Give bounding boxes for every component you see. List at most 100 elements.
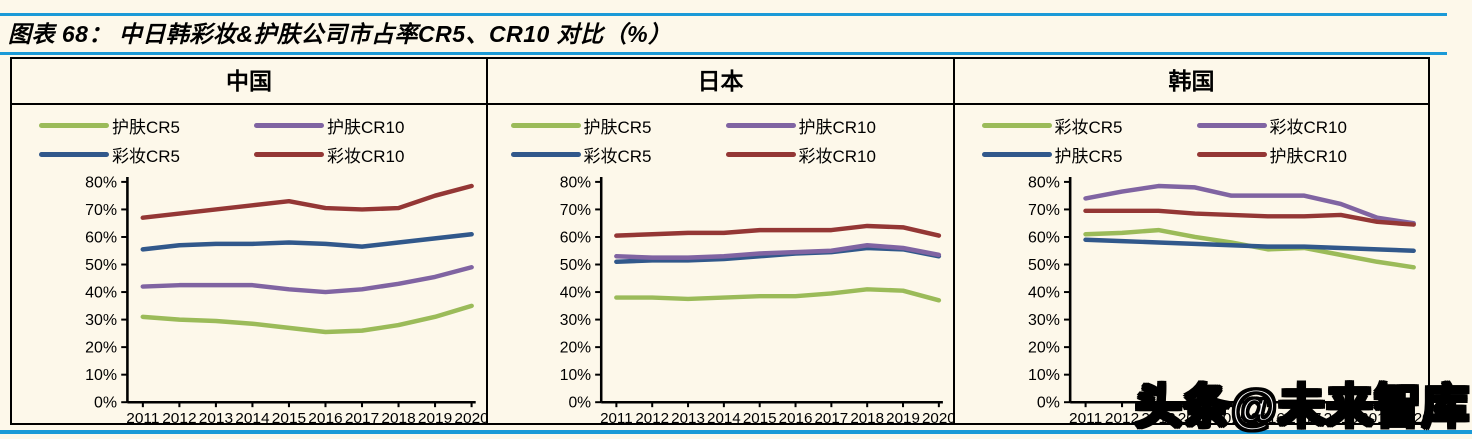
x-tick-label: 2015 bbox=[743, 410, 777, 427]
x-tick-label: 2013 bbox=[199, 410, 233, 427]
x-tick-label: 2015 bbox=[1214, 410, 1248, 427]
x-tick-label: 2017 bbox=[1287, 410, 1321, 427]
y-tick-label: 0% bbox=[1037, 395, 1060, 412]
line-chart: 0%10%20%30%40%50%60%70%80%2011 2012 2013 20… bbox=[560, 174, 953, 427]
legend-label: 护肤CR5 bbox=[112, 118, 181, 137]
legend-label: 护肤CR5 bbox=[1054, 147, 1123, 166]
legend-item-1-1: 护肤CR10 bbox=[725, 113, 931, 138]
legend-swatch-icon bbox=[981, 152, 1052, 157]
y-tick-label: 70% bbox=[560, 202, 592, 219]
legend-swatch-icon bbox=[510, 123, 581, 128]
series-line-1-1 bbox=[614, 243, 942, 260]
x-tick-label: 2020 bbox=[922, 410, 953, 427]
series-line-0-3 bbox=[140, 183, 474, 220]
series-line-2-2 bbox=[1083, 237, 1416, 253]
y-tick-label: 80% bbox=[85, 175, 117, 192]
legend-label: 彩妆CR5 bbox=[112, 147, 181, 166]
panel-title: 日本 bbox=[488, 59, 953, 105]
panel-title: 中国 bbox=[12, 59, 486, 105]
legend-swatch-icon bbox=[39, 152, 109, 157]
y-tick-label: 10% bbox=[1028, 367, 1060, 384]
legend-label: 护肤CR10 bbox=[327, 118, 405, 137]
x-tick-label: 2014 bbox=[235, 410, 269, 427]
x-tick-label: 2015 bbox=[272, 410, 306, 427]
legend-label: 彩妆CR10 bbox=[327, 147, 405, 166]
legend-item-2-3: 护肤CR10 bbox=[1196, 142, 1402, 167]
legend-swatch-icon bbox=[254, 152, 324, 157]
legend-item-2-1: 彩妆CR10 bbox=[1196, 113, 1402, 138]
x-tick-label: 2019 bbox=[886, 410, 920, 427]
legend-label: 护肤CR10 bbox=[1269, 147, 1347, 166]
y-tick-label: 0% bbox=[94, 395, 117, 412]
charts-table: 中国 护肤CR5 护肤CR10 彩妆CR5 彩妆CR10 0% 10% 20% 30% 40%… bbox=[10, 57, 1430, 427]
series-line-0-0 bbox=[140, 303, 474, 335]
figure-title: 图表 68： 中日韩彩妆&护肤公司市占率CR5、CR10 对比（%） bbox=[8, 21, 672, 47]
legend-item-1-3: 彩妆CR10 bbox=[725, 142, 931, 167]
x-tick-label: 2018 bbox=[1324, 410, 1358, 427]
y-tick-label: 40% bbox=[1028, 285, 1060, 302]
chart-legend: 护肤CR5 护肤CR10 彩妆CR5 彩妆CR10 bbox=[488, 105, 953, 167]
y-tick-label: 50% bbox=[1028, 257, 1060, 274]
legend-swatch-icon bbox=[1196, 123, 1267, 128]
x-tick-label: 2019 bbox=[1360, 410, 1394, 427]
y-tick-label: 0% bbox=[568, 395, 591, 412]
chart-panel-1: 中国 护肤CR5 护肤CR10 彩妆CR5 彩妆CR10 0% 10% 20% 30% 40%… bbox=[12, 59, 488, 427]
y-tick-label: 40% bbox=[85, 285, 117, 302]
legend-label: 护肤CR10 bbox=[798, 118, 876, 137]
x-tick-label: 2012 bbox=[635, 410, 669, 427]
x-tick-label: 2013 bbox=[1141, 410, 1175, 427]
x-tick-label: 2012 bbox=[1105, 410, 1139, 427]
x-tick-label: 2018 bbox=[850, 410, 884, 427]
panel-body: 护肤CR5 护肤CR10 彩妆CR5 彩妆CR10 0% 10% 20% 30% 40% 50%… bbox=[12, 105, 486, 427]
x-tick-label: 2016 bbox=[779, 410, 813, 427]
x-tick-label: 2016 bbox=[308, 410, 342, 427]
y-tick-label: 10% bbox=[85, 367, 117, 384]
x-tick-label: 2019 bbox=[418, 410, 452, 427]
y-tick-label: 30% bbox=[1028, 312, 1060, 329]
y-tick-label: 50% bbox=[85, 257, 117, 274]
y-tick-label: 70% bbox=[1028, 202, 1060, 219]
y-tick-label: 60% bbox=[85, 230, 117, 247]
series-line-2-3 bbox=[1083, 208, 1416, 227]
y-tick-label: 50% bbox=[560, 257, 592, 274]
y-tick-label: 40% bbox=[560, 285, 592, 302]
x-tick-label: 2011 bbox=[600, 410, 633, 427]
legend-item-1-2: 彩妆CR5 bbox=[510, 142, 726, 167]
x-tick-label: 2020 bbox=[454, 410, 486, 427]
series-line-2-1 bbox=[1083, 183, 1416, 226]
x-tick-label: 2020 bbox=[1396, 410, 1428, 427]
y-tick-label: 30% bbox=[560, 312, 592, 329]
title-underline-rule bbox=[0, 52, 1447, 55]
x-tick-label: 2016 bbox=[1251, 410, 1285, 427]
bottom-rule bbox=[0, 430, 1472, 434]
panel-title: 韩国 bbox=[955, 59, 1428, 105]
y-tick-label: 60% bbox=[560, 230, 592, 247]
y-tick-label: 20% bbox=[1028, 340, 1060, 357]
chart-legend: 彩妆CR5 彩妆CR10 护肤CR5 护肤CR10 bbox=[955, 105, 1428, 167]
series-line-0-2 bbox=[140, 231, 474, 252]
top-rule bbox=[0, 13, 1447, 16]
series-line-0-1 bbox=[140, 265, 474, 295]
x-tick-label: 2018 bbox=[381, 410, 415, 427]
y-tick-label: 80% bbox=[1028, 175, 1060, 192]
legend-item-0-2: 彩妆CR5 bbox=[39, 142, 254, 167]
legend-swatch-icon bbox=[981, 123, 1052, 128]
legend-item-2-2: 护肤CR5 bbox=[981, 142, 1197, 167]
series-line-1-3 bbox=[614, 223, 942, 238]
legend-swatch-icon bbox=[39, 123, 109, 128]
x-tick-label: 2017 bbox=[815, 410, 849, 427]
chart-panel-3: 韩国 彩妆CR5 彩妆CR10 护肤CR5 护肤CR10 0% 10% 20% 30% 40%… bbox=[955, 59, 1428, 427]
watermark: 头条@未来智库 bbox=[1134, 379, 1470, 435]
y-tick-label: 20% bbox=[560, 340, 592, 357]
legend-item-2-0: 彩妆CR5 bbox=[981, 113, 1197, 138]
legend-label: 彩妆CR10 bbox=[1269, 118, 1347, 137]
y-tick-label: 80% bbox=[560, 174, 592, 191]
chart-panel-2: 日本 护肤CR5 护肤CR10 彩妆CR5 彩妆CR10 0% 10% 20% 30% 40%… bbox=[488, 59, 955, 427]
legend-item-1-0: 护肤CR5 bbox=[510, 113, 726, 138]
legend-label: 彩妆CR5 bbox=[583, 147, 652, 166]
y-tick-label: 20% bbox=[85, 340, 117, 357]
x-tick-label: 2014 bbox=[707, 410, 741, 427]
x-tick-label: 2017 bbox=[345, 410, 379, 427]
legend-item-0-1: 护肤CR10 bbox=[254, 113, 459, 138]
x-tick-label: 2011 bbox=[1069, 410, 1102, 427]
